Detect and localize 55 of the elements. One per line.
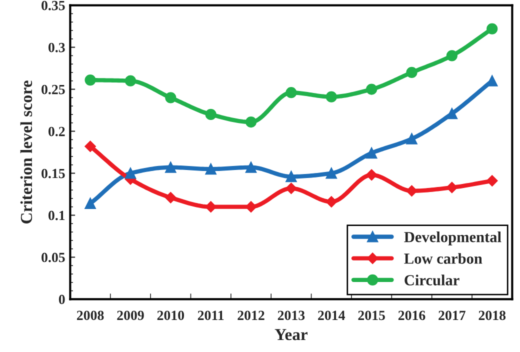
x-tick-label: 2010	[157, 310, 184, 320]
y-tick-label: 0.2	[48, 126, 65, 136]
point	[84, 74, 96, 86]
y-tick-label: 0	[58, 294, 65, 304]
x-tick-label: 2009	[117, 310, 144, 320]
legend-label: Low carbon	[404, 253, 482, 264]
point	[165, 92, 176, 104]
point	[286, 87, 297, 98]
legend-label: Developmental	[404, 231, 502, 246]
point	[366, 84, 378, 95]
x-axis-title: Year	[274, 329, 308, 340]
point	[205, 108, 216, 120]
y-axis-title: Criterion level score	[20, 80, 32, 224]
point	[446, 108, 458, 120]
point	[406, 133, 418, 144]
point	[366, 148, 378, 159]
point	[286, 182, 297, 194]
x-tick-label: 2015	[358, 310, 385, 320]
x-tick-label: 2018	[478, 310, 506, 320]
legend-label: Circular	[404, 274, 460, 286]
y-tick-label: 0.05	[42, 252, 65, 262]
point	[286, 171, 297, 182]
point	[446, 50, 458, 62]
point	[245, 201, 257, 212]
x-tick-label: 2014	[318, 310, 346, 320]
x-tick-label: 2013	[278, 310, 305, 320]
y-tick-label: 0.1	[48, 210, 65, 220]
point	[165, 192, 176, 204]
point	[245, 162, 257, 173]
point	[84, 198, 96, 210]
point	[84, 140, 96, 152]
point	[486, 175, 498, 186]
x-tick-label: 2012	[238, 310, 264, 320]
point	[124, 168, 136, 179]
x-tick-label: 2016	[398, 310, 426, 320]
y-tick-label: 0.25	[42, 84, 65, 94]
point	[205, 163, 216, 175]
point	[245, 116, 257, 128]
x-tick-label: 2017	[438, 310, 466, 320]
x-tick-label: 2008	[76, 310, 104, 320]
point	[124, 75, 136, 86]
point	[406, 66, 418, 78]
y-tick-label: 0.15	[42, 168, 65, 178]
point	[326, 196, 337, 208]
y-tick-label: 0.3	[48, 42, 65, 52]
point	[446, 182, 458, 194]
point	[205, 201, 216, 212]
x-tick-label: 2011	[198, 310, 224, 320]
point	[406, 185, 418, 196]
point	[366, 169, 378, 181]
point	[165, 162, 176, 173]
point	[326, 91, 337, 102]
point	[486, 23, 498, 34]
y-tick-label: 0.35	[42, 0, 65, 10]
point	[326, 168, 337, 179]
